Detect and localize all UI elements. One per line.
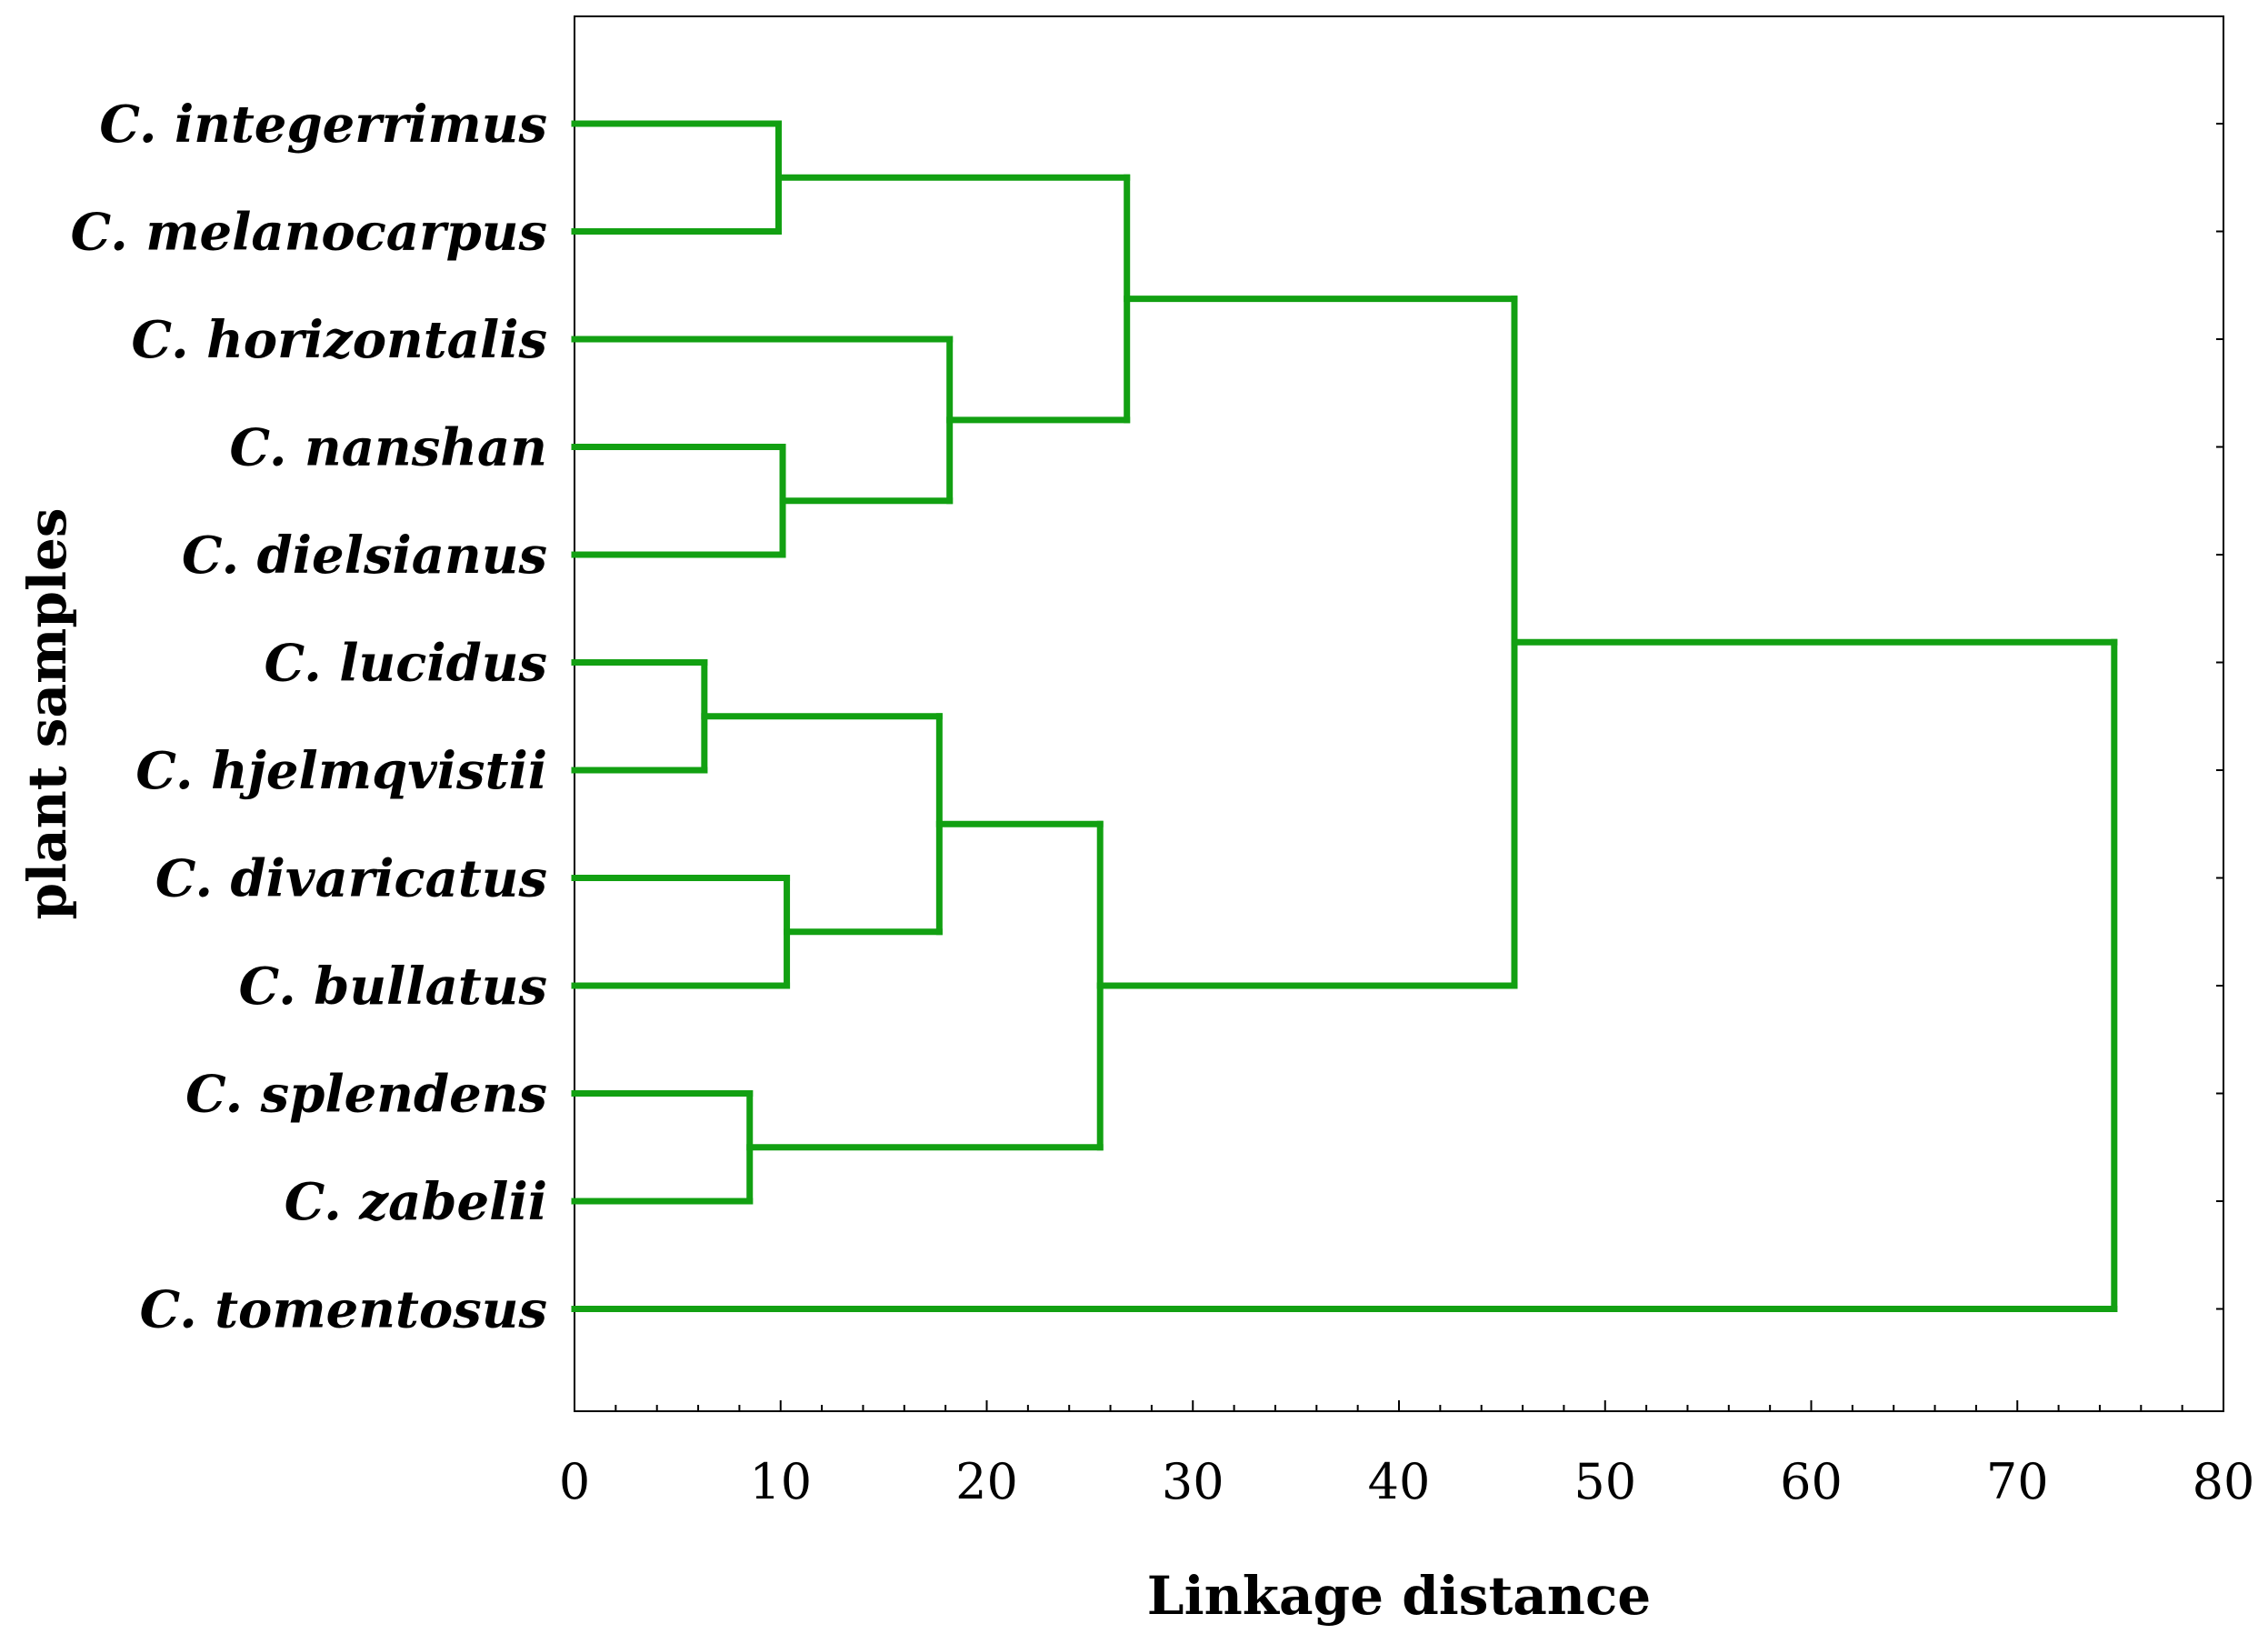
x-tick-label: 20 (955, 1453, 1018, 1510)
leaf-label: C. bullatus (239, 957, 547, 1017)
dendrogram-links (571, 120, 2118, 1312)
x-tick-label: 60 (1780, 1453, 1843, 1510)
leaf-label: C. horizontalis (131, 310, 547, 370)
leaf-label: C. dielsianus (182, 526, 547, 586)
leaf-labels: C. integerrimus C. melanocarpus C. horizon… (71, 95, 547, 1340)
x-tick-label: 0 (559, 1453, 590, 1510)
leaf-label: C. hjelmqvistii (135, 741, 547, 801)
x-axis-tick-labels: 0 10 20 30 40 50 60 70 80 (559, 1453, 2255, 1510)
leaf-label: C. splendens (185, 1065, 547, 1125)
x-tick-label: 70 (1986, 1453, 2049, 1510)
leaf-label: C. lucidus (265, 634, 547, 694)
x-tick-label: 80 (2193, 1453, 2255, 1510)
leaf-label: C. divaricatus (155, 849, 547, 909)
leaf-label: C. integerrimus (99, 95, 547, 155)
y-axis-title: plant samples (16, 507, 78, 919)
leaf-label: C. melanocarpus (71, 203, 547, 263)
axis-ticks (574, 123, 2224, 1411)
x-axis-title: Linkage distance (1147, 1565, 1651, 1627)
x-tick-label: 50 (1574, 1453, 1636, 1510)
x-tick-label: 40 (1368, 1453, 1431, 1510)
leaf-label: C. zabelii (285, 1172, 547, 1232)
leaf-label: C. nanshan (229, 418, 547, 478)
x-tick-label: 10 (749, 1453, 812, 1510)
leaf-label: C. tomentosus (140, 1280, 547, 1340)
x-tick-label: 30 (1162, 1453, 1224, 1510)
